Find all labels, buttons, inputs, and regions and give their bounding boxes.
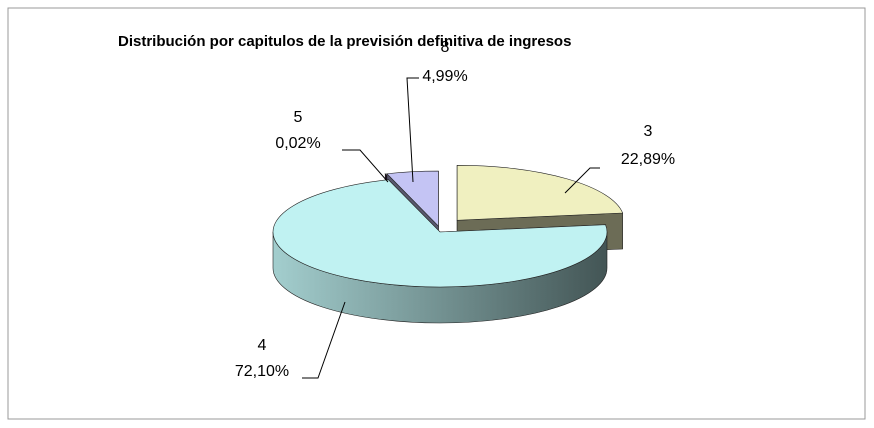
slice-category-label: 8 — [441, 39, 450, 56]
slice — [272, 179, 608, 288]
chart-title: Distribución por capitulos de la previsi… — [118, 33, 571, 50]
slice — [456, 164, 624, 221]
slice-category-label: 4 — [258, 337, 267, 354]
slice-value-label: 72,10% — [235, 363, 289, 380]
labels: 3 22,89% 4 72,10% 5 0,02% 8 4,99% — [235, 39, 675, 380]
leader-line — [342, 149, 389, 183]
leader-line — [302, 301, 346, 379]
pie — [272, 164, 624, 324]
slice-category-label: 3 — [644, 123, 653, 140]
slice-category-label: 5 — [294, 109, 303, 126]
leader-line — [564, 167, 600, 194]
leader-line — [406, 77, 419, 183]
slice-value-label: 0,02% — [275, 135, 320, 152]
slice-value-label: 22,89% — [621, 151, 675, 168]
slice-value-label: 4,99% — [422, 68, 467, 85]
